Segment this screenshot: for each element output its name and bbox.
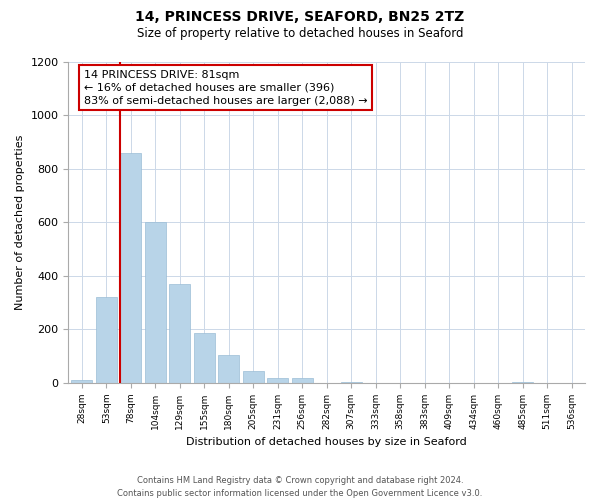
Text: Contains HM Land Registry data © Crown copyright and database right 2024.
Contai: Contains HM Land Registry data © Crown c… bbox=[118, 476, 482, 498]
Text: 14, PRINCESS DRIVE, SEAFORD, BN25 2TZ: 14, PRINCESS DRIVE, SEAFORD, BN25 2TZ bbox=[136, 10, 464, 24]
Bar bbox=[121, 152, 141, 383]
Bar bbox=[145, 222, 166, 383]
Bar bbox=[194, 334, 215, 383]
Bar bbox=[243, 371, 263, 383]
Text: Size of property relative to detached houses in Seaford: Size of property relative to detached ho… bbox=[137, 28, 463, 40]
Bar bbox=[218, 355, 239, 383]
Bar bbox=[71, 380, 92, 383]
Bar bbox=[169, 284, 190, 383]
Bar bbox=[341, 382, 362, 383]
Y-axis label: Number of detached properties: Number of detached properties bbox=[15, 134, 25, 310]
Text: 14 PRINCESS DRIVE: 81sqm
← 16% of detached houses are smaller (396)
83% of semi-: 14 PRINCESS DRIVE: 81sqm ← 16% of detach… bbox=[84, 70, 368, 106]
X-axis label: Distribution of detached houses by size in Seaford: Distribution of detached houses by size … bbox=[187, 438, 467, 448]
Bar bbox=[96, 298, 117, 383]
Bar bbox=[512, 382, 533, 383]
Bar bbox=[292, 378, 313, 383]
Bar bbox=[268, 378, 288, 383]
